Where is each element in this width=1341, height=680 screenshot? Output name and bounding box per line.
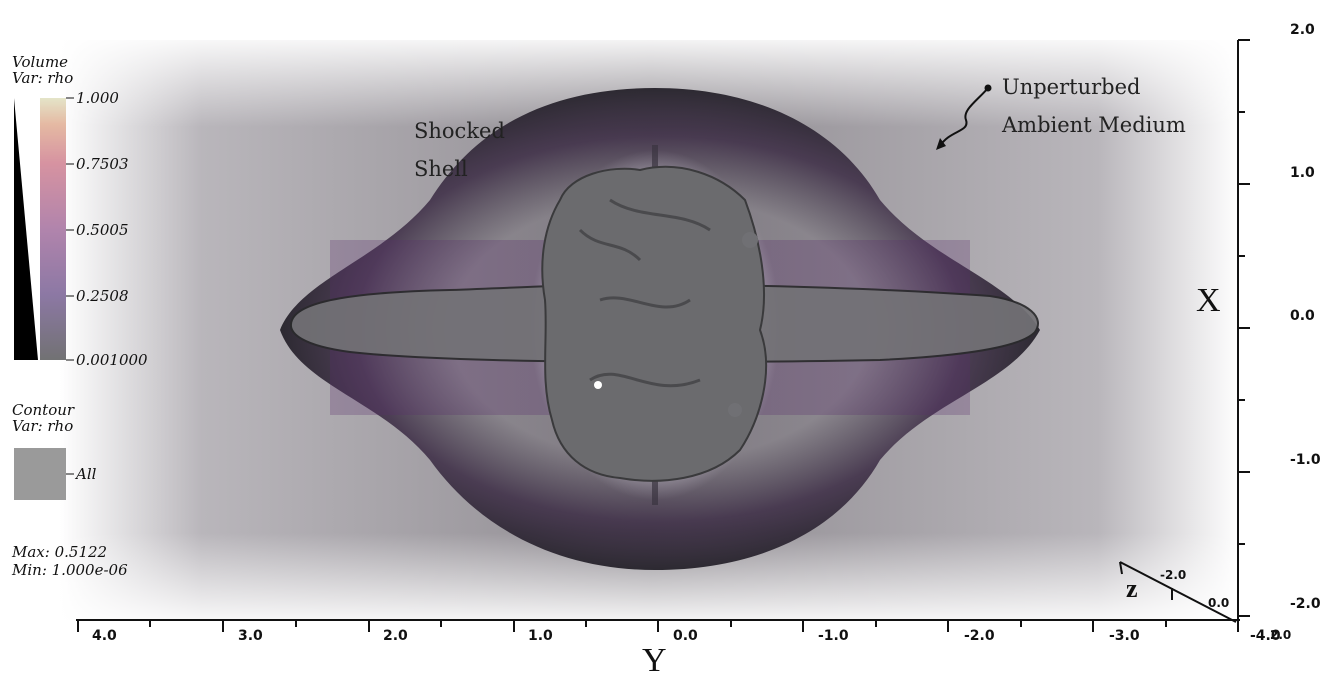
stat-max: Max: 0.5122 — [12, 543, 108, 561]
stat-min: Min: 1.000e-06 — [12, 561, 128, 579]
x-tick-label: 1.0 — [528, 628, 553, 644]
z-axis-title: z — [1126, 574, 1138, 603]
x-tick-label: 2.0 — [383, 628, 408, 644]
x-axis-title: Y — [642, 642, 667, 679]
legend-tick-label: 0.2508 — [76, 287, 129, 305]
y-tick-label: 2.0 — [1290, 22, 1315, 38]
legend-tick-label: 0.001000 — [76, 351, 148, 369]
legend-tick-label: 0.7503 — [76, 155, 129, 173]
y-tick-label: 1.0 — [1290, 165, 1315, 181]
y-tick-label: -1.0 — [1290, 452, 1321, 468]
z-tick-label: -2.0 — [1160, 568, 1187, 582]
z-tick-label: 0.0 — [1208, 596, 1230, 610]
annotation-unperturbed: Unperturbed — [1002, 75, 1141, 99]
contour-swatch — [14, 448, 66, 500]
volume-legend-var: Var: rho — [12, 69, 74, 87]
z-tick-label: 2.0 — [1270, 628, 1292, 642]
x-tick-label: -1.0 — [818, 628, 849, 644]
ambient-arrow — [939, 87, 989, 147]
contour-legend-title: Contour — [12, 401, 75, 419]
annotation-ambient: Ambient Medium — [1002, 113, 1186, 137]
legend-tick-label: 1.000 — [76, 89, 119, 107]
z-axis-line — [1119, 561, 1237, 623]
x-tick-label: -3.0 — [1109, 628, 1140, 644]
x-tick-label: 3.0 — [238, 628, 263, 644]
y-axis-title: X — [1196, 282, 1221, 319]
annotation-shocked: Shocked — [414, 119, 505, 143]
legend-tick-label: 0.5005 — [76, 221, 129, 239]
x-tick-label: -4.0 — [1250, 628, 1281, 644]
annotation-shell: Shell — [414, 157, 468, 181]
x-tick-label: 4.0 — [92, 628, 117, 644]
y-tick-label: 0.0 — [1290, 308, 1315, 324]
volume-legend-title: Volume — [12, 53, 69, 71]
turbulent-isosurface — [541, 165, 768, 482]
y-tick-label: -2.0 — [1290, 596, 1321, 612]
x-tick-label: -2.0 — [964, 628, 995, 644]
x-tick-label: 0.0 — [673, 628, 698, 644]
contour-legend-var: Var: rho — [12, 417, 74, 435]
contour-legend-label: All — [76, 465, 97, 483]
